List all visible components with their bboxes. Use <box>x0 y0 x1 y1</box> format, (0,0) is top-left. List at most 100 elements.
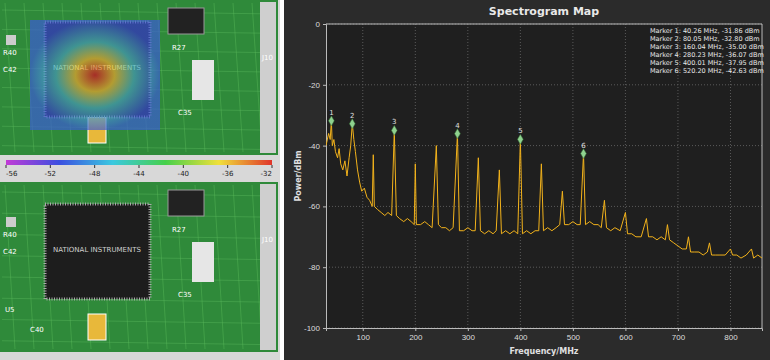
tick: 500 <box>567 328 581 342</box>
pcb-top: NATIONAL INSTRUMENTSR40C42R27C35J10 <box>0 0 278 155</box>
tick-label: 700 <box>672 333 686 342</box>
component <box>88 314 106 340</box>
colorbar-tick <box>94 165 95 168</box>
axis-line <box>327 329 763 332</box>
marker-point <box>329 116 335 126</box>
chart-bg <box>284 0 770 360</box>
component <box>168 8 204 34</box>
marker-point <box>455 129 461 139</box>
grid-line-x <box>625 24 626 328</box>
chip-label: NATIONAL INSTRUMENTS <box>53 246 141 254</box>
tick: 800 <box>724 328 738 342</box>
colorbar-tick <box>50 165 51 168</box>
component <box>192 242 214 282</box>
pcb-trace <box>2 192 276 196</box>
tick-label: -100 <box>304 324 321 333</box>
pcb-trace <box>214 185 224 349</box>
tick-label: -40 <box>308 142 320 151</box>
chart-title: Spectrogram Map <box>489 5 599 18</box>
component <box>6 35 16 45</box>
colorbar-ramp <box>6 160 272 165</box>
tick-label: -80 <box>308 263 320 272</box>
tick-mark <box>323 267 326 268</box>
tick: 300 <box>462 328 476 342</box>
tick: 600 <box>619 328 633 342</box>
tick-label: -20 <box>308 81 320 90</box>
frame-line <box>326 24 762 25</box>
grid-line-x <box>572 24 573 328</box>
marker-readout: Marker 1: 40.26 MHz, -31.86 dBm <box>650 27 760 35</box>
x-axis: 100200300400500600700800 <box>327 328 763 342</box>
marker-label: 5 <box>518 127 522 135</box>
marker-readout: Marker 3: 160.04 MHz, -35.00 dBm <box>650 43 764 51</box>
tick: 200 <box>409 328 423 342</box>
colorbar-tick-label: -32 <box>261 170 272 178</box>
tick-label: 0 <box>316 20 321 29</box>
axis-line <box>323 25 327 329</box>
pcb-trace <box>233 185 243 349</box>
marker-point <box>349 119 355 129</box>
colorbar-tick <box>183 165 184 168</box>
tick-mark <box>415 328 416 331</box>
tick-mark <box>520 328 521 331</box>
tick-mark <box>323 24 326 25</box>
pcb-board <box>0 0 278 155</box>
x-axis-title: Frequency/MHz <box>509 347 578 356</box>
pcb-trace <box>157 185 167 349</box>
component <box>260 2 276 153</box>
pcb-trace <box>2 341 276 345</box>
tick-label: 500 <box>567 333 581 342</box>
grid-line-x <box>467 24 468 328</box>
spectrum-line <box>326 121 762 258</box>
tick: -40 <box>308 142 326 151</box>
colorbar-tick <box>227 165 228 168</box>
colorbar-tick <box>6 165 7 168</box>
tick-label: 200 <box>409 333 423 342</box>
tick: 0 <box>316 20 326 29</box>
marker-readout: Marker 6: 520.20 MHz, -42.63 dBm <box>650 67 764 75</box>
colorbar-tick-label: -52 <box>45 170 56 178</box>
silkscreen-label: R40 <box>3 49 17 57</box>
marker-point <box>581 149 587 159</box>
marker-label: 6 <box>581 142 586 150</box>
y-axis-title: Power/dBm <box>294 150 303 201</box>
tick: -20 <box>308 81 326 90</box>
tick-label: 100 <box>357 333 371 342</box>
tick: 100 <box>357 328 371 342</box>
colorbar-tick-label: -48 <box>89 170 100 178</box>
heat-overlay <box>30 20 160 130</box>
root: NATIONAL INSTRUMENTSR40C42R27C35J10-56-5… <box>0 0 770 360</box>
silkscreen-label: J10 <box>261 236 273 244</box>
grid-line-y <box>326 267 762 268</box>
component <box>192 60 214 100</box>
tick-mark <box>730 328 731 331</box>
colorbar-tick-label: -56 <box>6 170 18 178</box>
marker-label: 1 <box>329 109 333 117</box>
pcb-bottom: NATIONAL INSTRUMENTSR40C42R27C35J10U5C40 <box>0 182 278 352</box>
y-axis: -100-80-60-40-200 <box>304 20 327 333</box>
marker-label: 2 <box>350 112 354 120</box>
colorbar-tick-label: -40 <box>178 170 189 178</box>
silkscreen-label: C35 <box>178 291 192 299</box>
tick-mark <box>323 206 326 207</box>
marker-readout: Marker 4: 280.23 MHz, -36.07 dBm <box>650 51 764 59</box>
tick-label: 600 <box>619 333 633 342</box>
pcb-trace <box>2 320 276 324</box>
tick-mark <box>678 328 679 331</box>
silkscreen-label: R40 <box>3 231 17 239</box>
pcb-panel: NATIONAL INSTRUMENTSR40C42R27C35J10-56-5… <box>0 0 280 360</box>
component <box>6 217 16 227</box>
silkscreen-label: C42 <box>3 248 17 256</box>
grid-line-y <box>326 145 762 146</box>
tick-label: 300 <box>462 333 476 342</box>
tick-label: 800 <box>724 333 738 342</box>
silkscreen-label: C35 <box>178 109 192 117</box>
silkscreen-label: U5 <box>5 306 15 314</box>
tick-mark <box>323 85 326 86</box>
silkscreen-label: J10 <box>261 54 273 62</box>
grid-line-y <box>326 24 762 25</box>
grid-line-y <box>326 206 762 207</box>
grid-line-x <box>362 24 363 328</box>
tick-mark <box>573 328 574 331</box>
marker-label: 4 <box>455 122 460 130</box>
